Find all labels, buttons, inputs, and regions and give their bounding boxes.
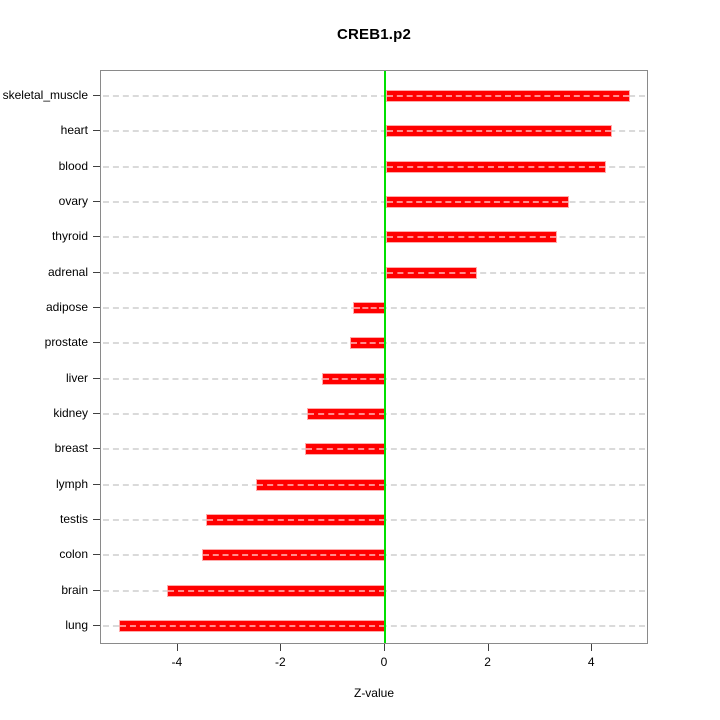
- y-tick-mark: [93, 377, 100, 379]
- category-label-skeletal_muscle: skeletal_muscle: [2, 88, 88, 102]
- bar-colon: [202, 549, 386, 562]
- x-tick-mark: [487, 644, 489, 651]
- bar-overlay-dash: [307, 412, 385, 415]
- category-label-blood: blood: [58, 158, 88, 173]
- bar-overlay-dash: [387, 130, 612, 133]
- bar-overlay-dash: [387, 236, 556, 239]
- bar-overlay-dash: [387, 200, 568, 203]
- category-label-colon: colon: [59, 547, 88, 562]
- category-label-liver: liver: [65, 370, 88, 385]
- y-tick-mark: [93, 342, 100, 344]
- category-label-lymph: lymph: [55, 476, 88, 491]
- category-gridline: [103, 130, 645, 133]
- y-tick-mark: [93, 95, 100, 96]
- bar-blood: [386, 160, 606, 173]
- bar-liver: [322, 372, 386, 385]
- category-label-prostate: prostate: [44, 335, 88, 350]
- y-tick-mark: [93, 200, 100, 202]
- bar-overlay-dash: [387, 271, 477, 274]
- category-label-testis: testis: [59, 511, 88, 526]
- category-label-ovary: ovary: [58, 193, 88, 208]
- x-tick-mark: [384, 644, 385, 651]
- x-tick-label: -2: [275, 655, 286, 669]
- bar-overlay-dash: [351, 342, 385, 345]
- category-label-breast: breast: [54, 441, 88, 456]
- plot-area: [100, 70, 648, 644]
- x-tick-label: -4: [171, 655, 183, 669]
- category-label-kidney: kidney: [53, 405, 88, 420]
- bar-prostate: [350, 337, 386, 350]
- y-tick-mark: [93, 130, 100, 132]
- category-label-adipose: adipose: [45, 299, 88, 314]
- bar-overlay-dash: [387, 95, 630, 97]
- bar-adipose: [353, 301, 386, 314]
- bar-overlay-dash: [323, 377, 385, 380]
- y-tick-mark: [93, 165, 100, 167]
- category-label-thyroid: thyroid: [51, 229, 88, 244]
- bar-breast: [305, 443, 386, 456]
- chart-title: CREB1.p2: [336, 26, 412, 43]
- category-label-brain: brain: [61, 582, 88, 597]
- bar-overlay-dash: [203, 554, 385, 557]
- category-label-heart: heart: [60, 123, 88, 138]
- bar-overlay-dash: [354, 306, 385, 309]
- y-tick-mark: [93, 448, 100, 450]
- bar-testis: [205, 513, 386, 526]
- bar-overlay-dash: [306, 448, 385, 451]
- category-label-adrenal: adrenal: [47, 264, 88, 279]
- x-tick-label: 4: [587, 655, 595, 669]
- y-tick-mark: [93, 306, 100, 308]
- bar-kidney: [306, 407, 386, 420]
- bar-brain: [166, 584, 386, 597]
- x-tick-mark: [280, 644, 282, 651]
- y-tick-mark: [93, 554, 100, 556]
- category-label-lung: lung: [65, 617, 88, 632]
- bar-overlay-dash: [257, 483, 385, 486]
- bar-heart: [386, 125, 613, 138]
- category-gridline: [103, 236, 645, 239]
- bar-overlay-dash: [387, 165, 605, 168]
- category-gridline: [103, 95, 645, 97]
- category-gridline: [103, 200, 645, 203]
- bar-lymph: [256, 478, 386, 491]
- bar-lung: [119, 619, 386, 632]
- bar-thyroid: [386, 231, 557, 244]
- y-tick-mark: [93, 271, 100, 273]
- x-axis-title: Z-value: [353, 686, 394, 700]
- y-tick-mark: [93, 412, 100, 414]
- bar-overlay-dash: [167, 589, 385, 592]
- bar-overlay-dash: [206, 518, 385, 521]
- x-tick-mark: [591, 644, 593, 651]
- x-tick-label: 0: [380, 655, 388, 669]
- bar-skeletal_muscle: [386, 90, 631, 102]
- y-tick-mark: [93, 624, 100, 626]
- y-tick-mark: [93, 483, 100, 485]
- y-tick-mark: [93, 589, 100, 591]
- category-gridline: [103, 271, 645, 274]
- x-tick-mark: [176, 644, 178, 651]
- category-gridline: [103, 165, 645, 168]
- y-tick-mark: [93, 518, 100, 520]
- x-tick-label: 2: [484, 655, 491, 669]
- y-tick-mark: [93, 236, 100, 238]
- zero-reference-line: [384, 71, 386, 643]
- bar-ovary: [386, 195, 569, 208]
- bar-adrenal: [386, 266, 478, 279]
- bar-overlay-dash: [120, 624, 385, 627]
